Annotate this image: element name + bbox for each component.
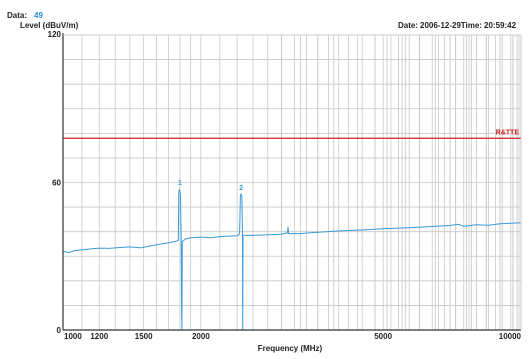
axes — [62, 33, 522, 331]
trace-line — [62, 188, 522, 331]
tick-labels: 0 60 120 1000 1200 1500 2000 5000 10000 — [48, 30, 522, 341]
date-label: Date: — [398, 21, 418, 30]
grid — [62, 34, 522, 331]
peak-marker-label: 1 — [178, 180, 182, 187]
y-tick-label: 0 — [57, 326, 62, 335]
x-axis-label: Frequency (MHz) — [258, 344, 323, 353]
peak-marker-label: 2 — [239, 185, 243, 192]
data-label: Data: — [7, 11, 27, 20]
x-tick-label: 10000 — [499, 332, 522, 341]
y-tick-label: 60 — [52, 179, 61, 188]
limit-line-label: R&TTE — [496, 129, 520, 136]
time-value: 20:59:42 — [484, 21, 517, 30]
x-tick-label: 1000 — [64, 332, 82, 341]
x-tick-label: 1200 — [90, 332, 108, 341]
time-label: Time: — [461, 21, 482, 30]
trace-group — [62, 188, 522, 331]
x-tick-label: 5000 — [374, 332, 392, 341]
y-tick-label: 120 — [48, 30, 62, 39]
limit-line-group: R&TTE — [63, 129, 521, 139]
markers: 12 — [178, 180, 243, 192]
x-tick-label: 1500 — [135, 332, 153, 341]
date-value: 2006-12-29 — [420, 21, 461, 30]
data-value: 49 — [34, 11, 43, 20]
x-tick-label: 2000 — [192, 332, 210, 341]
y-axis-label: Level (dBuV/m) — [20, 21, 79, 30]
